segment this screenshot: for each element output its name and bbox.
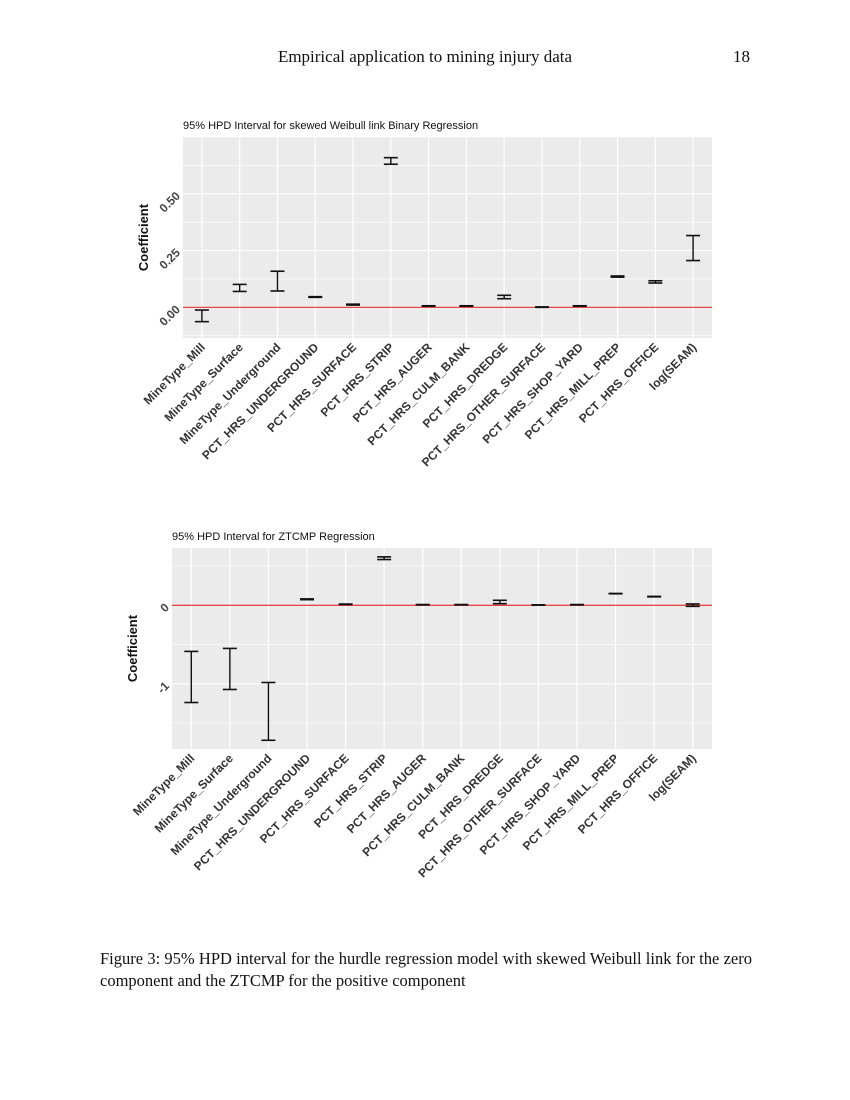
y-axis-title: Coefficient	[125, 614, 140, 682]
chart-title: 95% HPD Interval for skewed Weibull link…	[183, 120, 478, 132]
y-tick-label: 0.00	[157, 302, 184, 329]
chart-weibull-binary: 95% HPD Interval for skewed Weibull link…	[0, 110, 850, 480]
plot-background	[172, 548, 712, 749]
plot-background	[183, 137, 712, 338]
chart-title: 95% HPD Interval for ZTCMP Regression	[172, 531, 375, 543]
chart-svg: 95% HPD Interval for skewed Weibull link…	[136, 120, 712, 469]
chart-ztcmp: 95% HPD Interval for ZTCMP Regression Min…	[0, 520, 850, 900]
y-tick-label: 0.25	[157, 245, 184, 272]
chart-svg: 95% HPD Interval for ZTCMP RegressionMin…	[125, 531, 712, 880]
figure-caption: Figure 3: 95% HPD interval for the hurdl…	[100, 949, 752, 990]
page-number: 18	[733, 47, 750, 66]
running-title: Empirical application to mining injury d…	[277, 47, 573, 66]
y-axis-title: Coefficient	[136, 203, 151, 271]
y-tick-label: 0	[157, 600, 172, 615]
y-tick-label: 0.50	[157, 189, 184, 216]
y-tick-label: -1	[155, 679, 173, 697]
